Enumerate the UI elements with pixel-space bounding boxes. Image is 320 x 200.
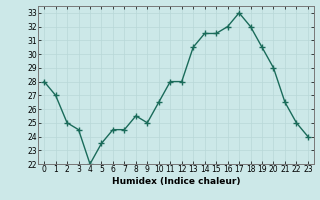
X-axis label: Humidex (Indice chaleur): Humidex (Indice chaleur) bbox=[112, 177, 240, 186]
